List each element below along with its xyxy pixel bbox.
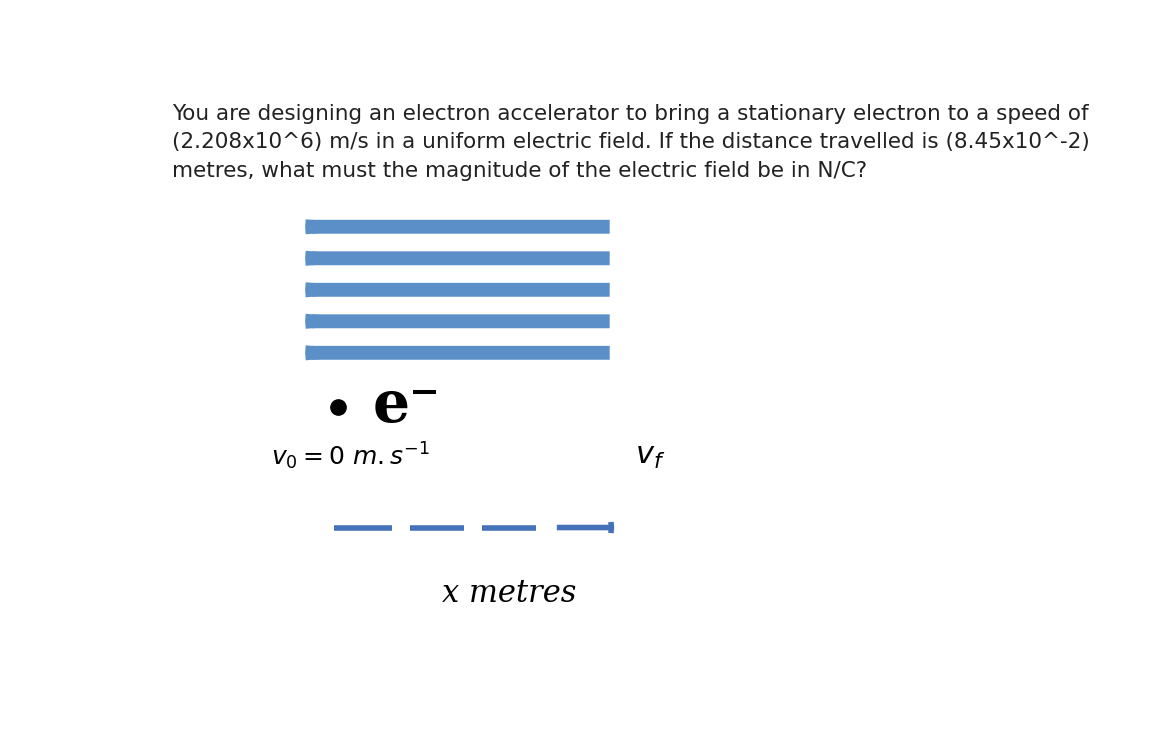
Text: x metres: x metres (442, 578, 577, 609)
Text: e⁻: e⁻ (372, 378, 441, 434)
Text: $v_0 = 0\ m.s^{-1}$: $v_0 = 0\ m.s^{-1}$ (271, 440, 429, 472)
Text: $v_f$: $v_f$ (635, 440, 665, 472)
Text: You are designing an electron accelerator to bring a stationary electron to a sp: You are designing an electron accelerato… (172, 103, 1089, 182)
